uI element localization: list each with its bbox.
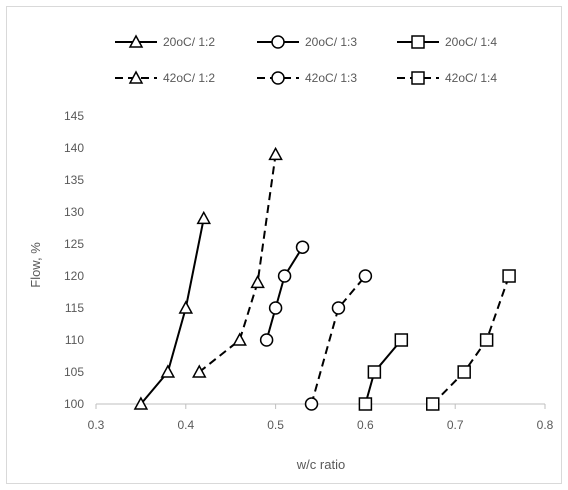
data-point-marker	[358, 397, 373, 411]
legend-marker	[128, 70, 144, 84]
data-point-marker	[277, 269, 292, 283]
y-tick-label: 110	[65, 333, 84, 347]
plot-area	[133, 146, 516, 411]
line-chart: 20oC/ 1:2 20oC/ 1:3 20oC/ 1:4 42oC/ 1:2 42oC…	[28, 34, 554, 472]
y-tick-label: 125	[64, 237, 84, 251]
data-point-marker	[426, 397, 440, 411]
y-tick-label: 130	[64, 205, 84, 219]
data-point-marker	[457, 365, 471, 379]
x-tick-label: 0.3	[88, 418, 105, 432]
data-point-marker	[479, 333, 494, 347]
data-point-marker	[304, 397, 319, 411]
legend-label: 20oC/ 1:4	[445, 35, 497, 49]
data-point-marker	[358, 269, 373, 283]
legend-label: 42oC/ 1:3	[305, 71, 357, 85]
y-tick-label: 105	[64, 365, 84, 379]
x-tick-label: 0.5	[267, 418, 284, 432]
data-point-marker	[178, 300, 194, 314]
series-6	[426, 269, 516, 411]
legend-marker	[411, 71, 425, 85]
y-tick-label: 115	[65, 301, 84, 315]
series-4	[192, 146, 283, 378]
data-point-marker	[502, 269, 516, 283]
y-tick-label: 120	[64, 269, 84, 283]
data-point-marker	[268, 146, 283, 161]
series-line	[140, 218, 205, 405]
series-3	[358, 333, 409, 411]
legend-label: 42oC/ 1:4	[445, 71, 497, 85]
y-tick-label: 135	[64, 173, 84, 187]
legend-marker	[411, 35, 425, 49]
series-line	[198, 154, 277, 373]
x-axis-title: w/c ratio	[296, 457, 345, 472]
legend-entry: 20oC/ 1:4	[397, 35, 497, 49]
legend-marker	[271, 71, 285, 85]
y-tick-label: 100	[64, 397, 84, 411]
data-point-marker	[367, 365, 382, 379]
series-5	[304, 269, 373, 411]
legend-entry: 42oC/ 1:3	[257, 71, 357, 85]
x-tick-label: 0.4	[177, 418, 194, 432]
series-line	[310, 275, 367, 405]
data-point-marker	[394, 333, 409, 347]
data-point-marker	[160, 364, 176, 378]
data-point-marker	[295, 240, 310, 254]
legend-entry: 42oC/ 1:2	[115, 70, 215, 85]
data-point-marker	[232, 332, 247, 346]
y-tick-label: 145	[64, 109, 84, 123]
x-tick-label: 0.8	[537, 418, 554, 432]
data-point-marker	[331, 301, 346, 315]
series-2	[259, 240, 310, 347]
data-point-marker	[196, 210, 212, 225]
legend-label: 42oC/ 1:2	[163, 71, 215, 85]
legend-entry: 42oC/ 1:4	[397, 71, 497, 85]
y-tick-label: 140	[64, 141, 84, 155]
legend-marker	[128, 34, 144, 48]
data-point-marker	[133, 396, 149, 410]
chart-frame: 20oC/ 1:2 20oC/ 1:3 20oC/ 1:4 42oC/ 1:2 42oC…	[6, 6, 562, 484]
legend-entry: 20oC/ 1:3	[257, 35, 357, 49]
data-point-marker	[250, 274, 265, 289]
x-tick-label: 0.7	[447, 418, 464, 432]
y-axis-title: Flow, %	[28, 242, 43, 288]
data-point-marker	[192, 364, 207, 378]
legend: 20oC/ 1:2 20oC/ 1:3 20oC/ 1:4 42oC/ 1:2 42oC…	[115, 34, 497, 85]
x-tick-label: 0.6	[357, 418, 374, 432]
series-line	[432, 275, 511, 405]
series-line	[265, 246, 304, 341]
data-point-marker	[268, 301, 283, 315]
series-1	[133, 210, 212, 410]
axes: 0.3 0.4 0.5 0.6 0.7 0.8 100 105 110 115 120 125 130 1…	[64, 109, 554, 432]
legend-label: 20oC/ 1:3	[305, 35, 357, 49]
legend-entry: 20oC/ 1:2	[115, 34, 215, 49]
legend-marker	[271, 35, 285, 49]
data-point-marker	[259, 333, 274, 347]
legend-label: 20oC/ 1:2	[163, 35, 215, 49]
